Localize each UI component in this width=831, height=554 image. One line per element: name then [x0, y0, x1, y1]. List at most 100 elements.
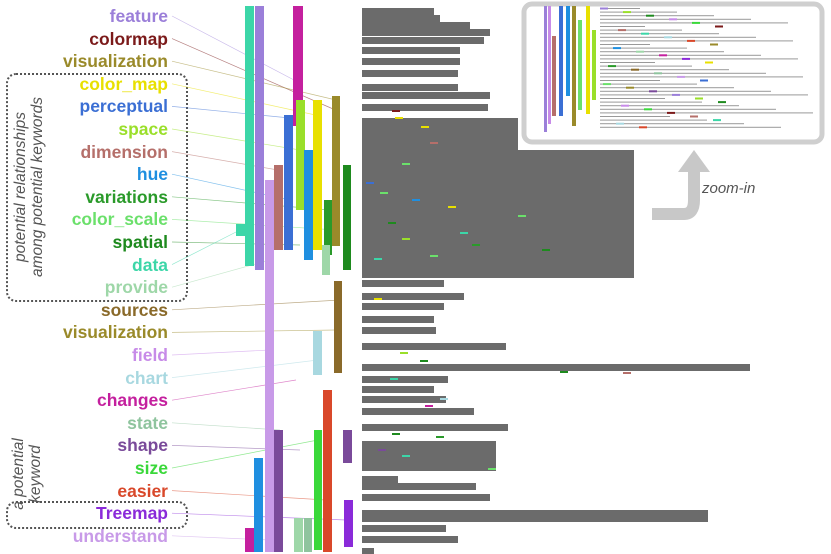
- zoom-arrow-head: [678, 150, 710, 172]
- keyword-label[interactable]: size: [134, 458, 168, 478]
- keyword-label[interactable]: understand: [72, 525, 168, 546]
- keyword-label[interactable]: Treemap: [96, 503, 168, 524]
- keyword-tick: [374, 298, 382, 300]
- keyword-label[interactable]: visualization: [62, 51, 168, 72]
- inset-tag: [641, 32, 649, 35]
- inset-tag: [649, 90, 657, 93]
- keyword-tick: [402, 163, 410, 165]
- keyword-label[interactable]: changes: [97, 390, 168, 411]
- keyword-label[interactable]: shape: [117, 435, 168, 456]
- inset-text-line: [600, 98, 665, 99]
- inset-tag: [690, 115, 698, 118]
- connector-line: [171, 229, 241, 265]
- keyword-tick: [460, 232, 468, 234]
- keyword-label[interactable]: state: [127, 412, 168, 433]
- inset-text-line: [600, 51, 724, 53]
- inset-tag: [654, 72, 662, 75]
- inset-tag: [659, 54, 667, 57]
- document-bar: [362, 92, 490, 99]
- keyword-label[interactable]: chart: [125, 367, 168, 388]
- keyword-label[interactable]: color_scale: [71, 209, 168, 230]
- keyword-bar: [274, 165, 283, 250]
- document-bar: [362, 150, 634, 278]
- keyword-tick: [392, 433, 400, 435]
- inset-tag: [616, 122, 624, 125]
- keyword-tick: [518, 215, 526, 217]
- keyword-tick: [488, 468, 496, 470]
- keyword-tick: [420, 360, 428, 362]
- keyword-bar: [255, 6, 264, 270]
- keyword-label[interactable]: spatial: [112, 232, 168, 252]
- document-bar: [362, 476, 398, 483]
- keyword-bar: [274, 430, 283, 552]
- connector-line: [171, 329, 337, 333]
- document-bar: [362, 58, 460, 65]
- keyword-tick: [430, 142, 438, 144]
- keyword-label[interactable]: space: [118, 119, 168, 139]
- document-bar: [362, 8, 434, 15]
- keyword-tick: [366, 182, 374, 184]
- document-bar: [362, 386, 434, 393]
- inset-tag: [672, 93, 680, 96]
- inset-text-line: [600, 44, 650, 45]
- inset-tag: [695, 97, 703, 100]
- inset-bar: [552, 36, 556, 116]
- document-bar: [362, 29, 490, 36]
- keyword-label[interactable]: easier: [117, 480, 168, 501]
- inset-text-line: [600, 83, 697, 85]
- inset-tag: [715, 25, 723, 28]
- keyword-label[interactable]: variations: [85, 186, 168, 207]
- inset-bar: [566, 6, 570, 96]
- inset-tag: [713, 119, 721, 122]
- keyword-label[interactable]: sources: [100, 299, 168, 320]
- inset-tag: [626, 86, 634, 89]
- keyword-bar: [294, 518, 303, 552]
- keyword-bar: [343, 430, 352, 463]
- inset-tag: [669, 18, 677, 21]
- keyword-label[interactable]: color_map: [79, 73, 169, 94]
- inset-tag: [603, 83, 611, 86]
- inset-text-line: [600, 29, 682, 31]
- keyword-bar: [313, 100, 322, 250]
- inset-tag: [639, 126, 647, 129]
- keyword-label[interactable]: visualization: [62, 322, 168, 343]
- connector-line: [171, 422, 281, 431]
- inset-tag: [644, 108, 652, 111]
- keyword-label[interactable]: colormap: [89, 28, 168, 49]
- document-bar: [362, 408, 474, 415]
- keyword-bar: [245, 6, 254, 266]
- inset-text-line: [600, 72, 766, 74]
- document-bar: [362, 510, 708, 522]
- keyword-tick: [395, 117, 403, 119]
- inset-bar: [559, 6, 563, 116]
- inset-text-line: [600, 90, 771, 92]
- inset-bar: [578, 20, 582, 110]
- document-bar: [362, 104, 488, 111]
- connector-line: [171, 439, 319, 469]
- document-bar: [362, 483, 476, 490]
- keyword-label[interactable]: provide: [104, 277, 168, 298]
- keyword-label[interactable]: dimension: [80, 141, 168, 162]
- inset-text-line: [600, 65, 692, 67]
- keyword-label[interactable]: hue: [136, 164, 168, 185]
- document-bar: [362, 303, 444, 310]
- keyword-tick: [448, 206, 456, 208]
- inset-text-line: [600, 105, 739, 107]
- keyword-label[interactable]: data: [132, 254, 168, 275]
- inset-text-line: [600, 123, 744, 125]
- document-bar: [362, 316, 434, 323]
- keyword-tick: [388, 222, 396, 224]
- inset-bar: [592, 30, 596, 100]
- document-bar: [362, 364, 750, 371]
- keyword-label[interactable]: feature: [109, 6, 168, 26]
- keyword-label[interactable]: perceptual: [79, 96, 169, 117]
- keyword-label[interactable]: field: [132, 345, 168, 365]
- inset-text-line: [600, 119, 707, 121]
- keyword-tick: [430, 255, 438, 257]
- document-bar: [362, 293, 464, 300]
- inset-tag: [718, 101, 726, 104]
- inset-tag: [705, 61, 713, 64]
- keyword-highlight-box: [6, 501, 188, 529]
- keyword-list: feature colormap visualization color_map per…: [0, 0, 198, 554]
